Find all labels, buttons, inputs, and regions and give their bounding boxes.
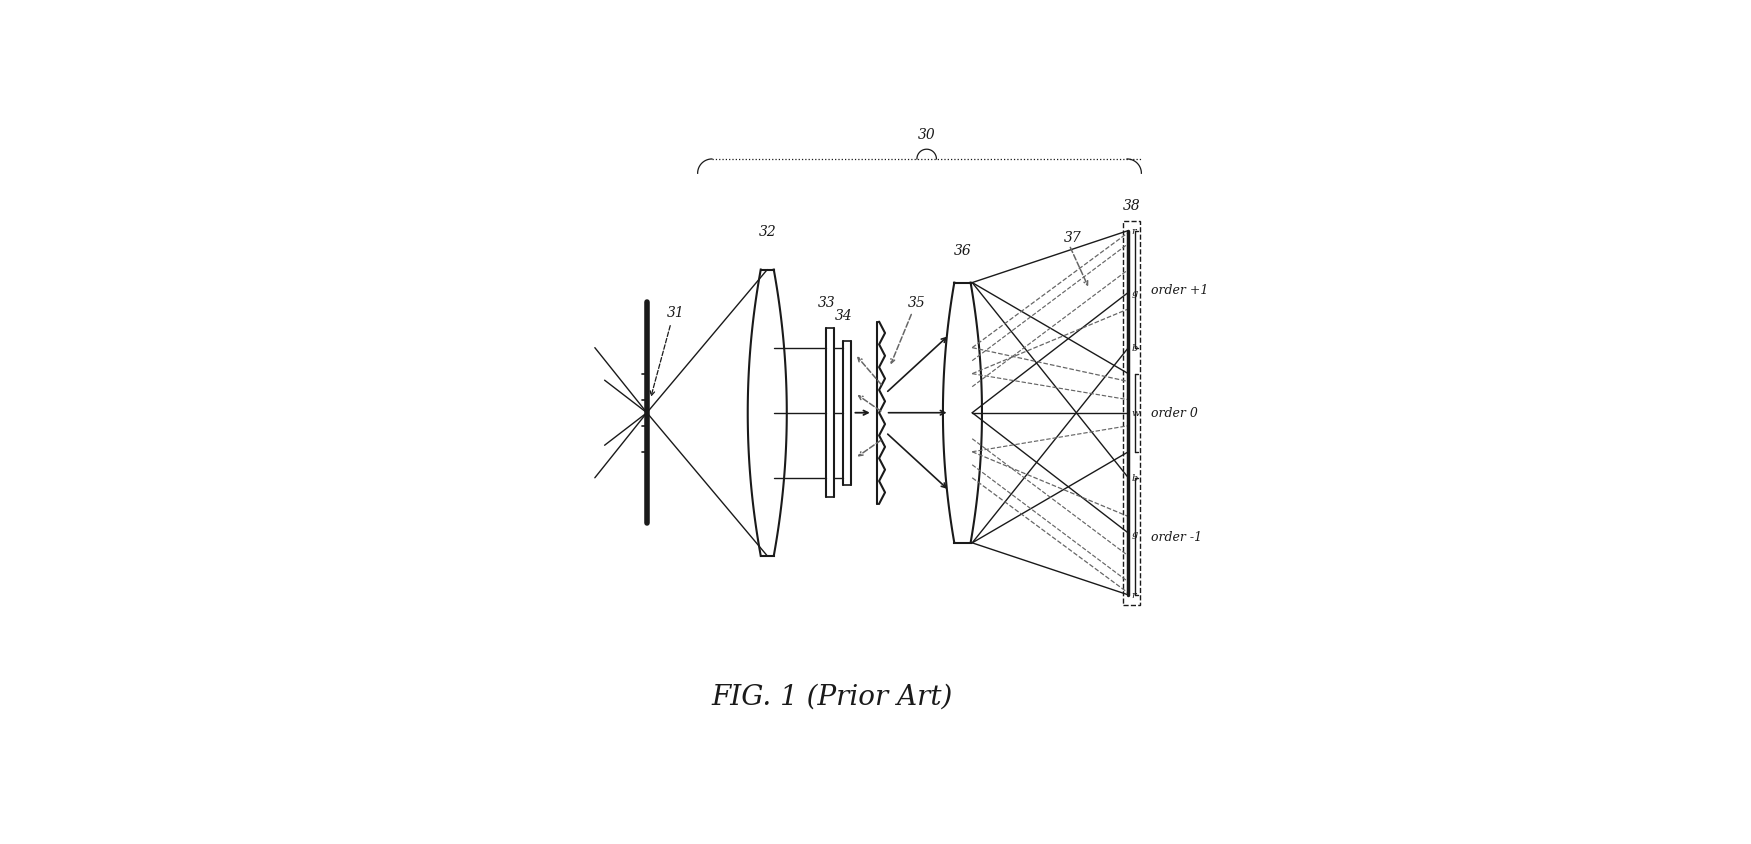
Text: 30: 30 — [918, 128, 935, 142]
Text: 34: 34 — [835, 308, 853, 322]
Text: w: w — [1131, 408, 1140, 418]
Text: 37: 37 — [1065, 230, 1082, 245]
Text: 32: 32 — [758, 225, 776, 238]
Text: order -1: order -1 — [1150, 530, 1203, 544]
Text: b: b — [1131, 344, 1138, 353]
Text: 36: 36 — [954, 244, 972, 257]
Text: FIG. 1 (Prior Art): FIG. 1 (Prior Art) — [711, 683, 953, 710]
Text: 33: 33 — [818, 295, 835, 310]
Text: order 0: order 0 — [1150, 407, 1198, 419]
Text: g: g — [1131, 289, 1138, 297]
Text: b: b — [1131, 473, 1138, 483]
Text: 35: 35 — [909, 295, 926, 310]
Text: order +1: order +1 — [1150, 284, 1208, 296]
Text: 31: 31 — [667, 306, 685, 320]
Text: 38: 38 — [1122, 198, 1140, 212]
Text: r: r — [1131, 227, 1136, 235]
Text: g: g — [1131, 529, 1138, 538]
Text: r: r — [1131, 591, 1136, 600]
